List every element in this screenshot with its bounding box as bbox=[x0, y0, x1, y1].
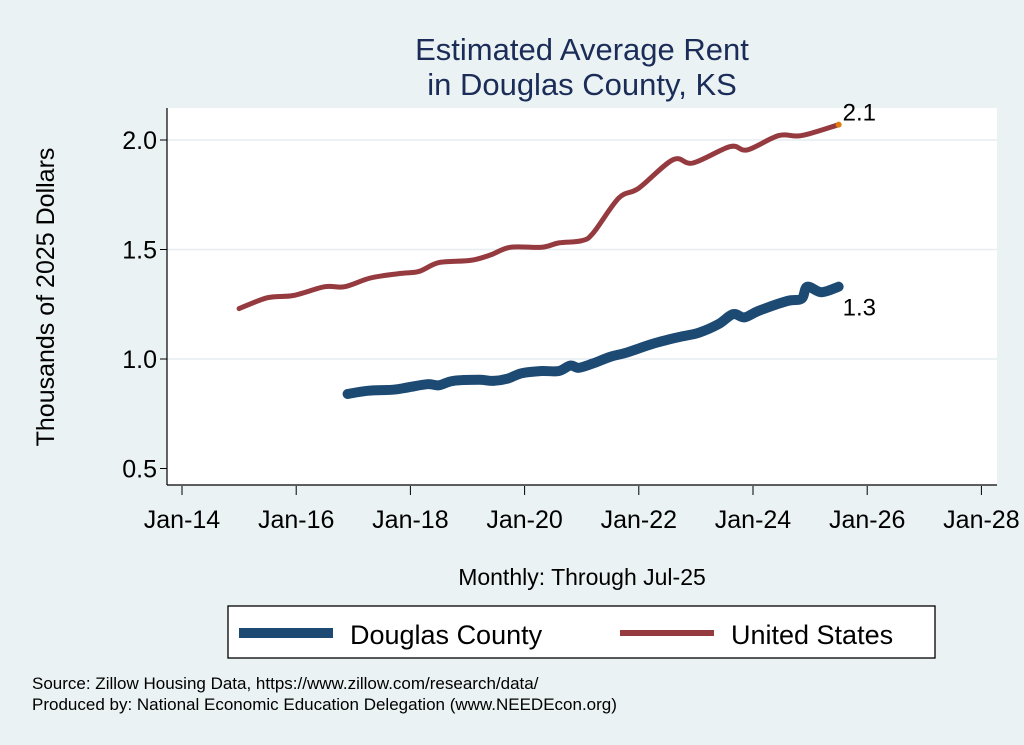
x-tick-label: Jan-24 bbox=[715, 506, 792, 534]
end-marker-united-states bbox=[835, 121, 842, 128]
series-line-united-states bbox=[236, 122, 842, 312]
y-tick-label: 2.0 bbox=[122, 127, 157, 155]
legend-label-united-states: United States bbox=[731, 620, 893, 650]
y-tick-label: 0.5 bbox=[122, 456, 157, 484]
y-tick-label: 1.5 bbox=[122, 237, 157, 265]
legend-box bbox=[227, 605, 936, 659]
series-line-douglas-county bbox=[342, 281, 844, 399]
legend-label-douglas-county: Douglas County bbox=[350, 620, 543, 650]
x-tick-label: Jan-26 bbox=[829, 506, 905, 534]
x-tick-label: Jan-28 bbox=[943, 506, 1019, 534]
y-tick-label: 1.0 bbox=[122, 346, 157, 374]
x-tick-label: Jan-18 bbox=[372, 506, 448, 534]
x-tick-label: Jan-22 bbox=[601, 506, 677, 534]
y-axis-title: Thousands of 2025 Dollars bbox=[32, 148, 60, 447]
end-label-douglas-county: 1.3 bbox=[843, 295, 876, 322]
chart-title: Estimated Average Rent in Douglas County… bbox=[415, 32, 749, 102]
gridlines bbox=[167, 139, 997, 360]
producer-note: Produced by: National Economic Education… bbox=[32, 695, 617, 714]
x-axis-title: Monthly: Through Jul-25 bbox=[458, 564, 706, 590]
x-tick-label: Jan-14 bbox=[144, 506, 221, 534]
x-tick-label: Jan-16 bbox=[258, 506, 334, 534]
x-tick-label: Jan-20 bbox=[486, 506, 562, 534]
plot-area bbox=[167, 108, 997, 485]
title-line-1: Estimated Average Rent bbox=[415, 32, 749, 67]
axes: 0.5 1.0 1.5 2.0 Jan-14 Jan-16 Jan-18 Jan-20 Jan-… bbox=[122, 108, 1020, 534]
legend: Douglas County United States bbox=[227, 605, 936, 659]
title-line-2: in Douglas County, KS bbox=[427, 67, 737, 102]
source-note: Source: Zillow Housing Data, https://www… bbox=[32, 674, 539, 693]
series-layer: 2.1 1.3 bbox=[236, 100, 876, 399]
end-label-united-states: 2.1 bbox=[843, 100, 876, 127]
